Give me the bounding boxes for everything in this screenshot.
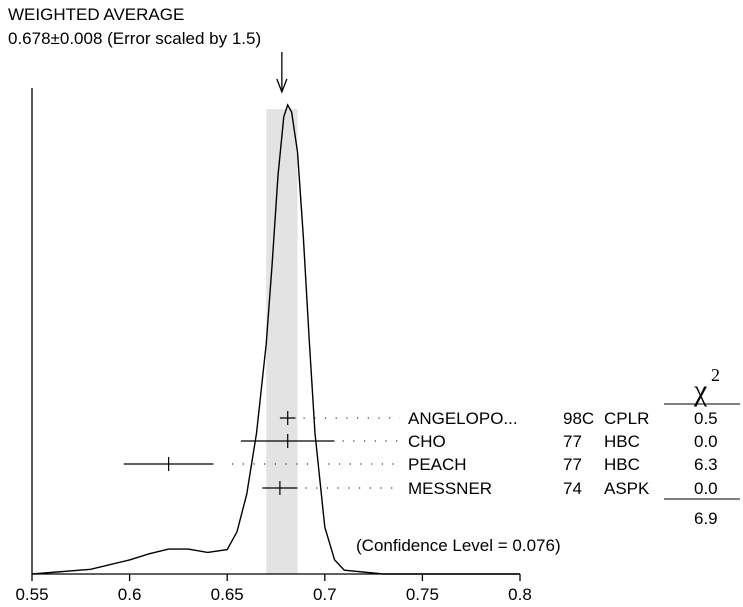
x-tick-label: 0.7 bbox=[313, 585, 337, 604]
chart-title: WEIGHTED AVERAGE bbox=[8, 5, 184, 24]
measurement-row: ANGELOPO... 98C CPLR 0.5 bbox=[279, 409, 718, 428]
measurement-chi2: 0.0 bbox=[694, 432, 718, 451]
x-tick-label: 0.6 bbox=[118, 585, 142, 604]
x-tick-label: 0.75 bbox=[406, 585, 439, 604]
measurement-row: PEACH 77 HBC 6.3 bbox=[123, 455, 718, 474]
measurement-row: CHO 77 HBC 0.0 bbox=[240, 432, 718, 451]
measurement-technique: ASPK bbox=[604, 479, 650, 498]
chi2-total: 6.9 bbox=[694, 509, 718, 528]
x-tick-label: 0.8 bbox=[508, 585, 532, 604]
weighted-average-band bbox=[266, 109, 298, 574]
confidence-level: (Confidence Level = 0.076) bbox=[356, 536, 561, 555]
x-tick-label: 0.55 bbox=[15, 585, 48, 604]
measurement-author: PEACH bbox=[408, 455, 467, 474]
measurement-author: ANGELOPO... bbox=[408, 409, 518, 428]
chi2-header-superscript: 2 bbox=[711, 365, 720, 385]
measurement-chi2: 0.5 bbox=[694, 409, 718, 428]
measurement-author: MESSNER bbox=[408, 479, 492, 498]
measurement-chi2: 6.3 bbox=[694, 455, 718, 474]
measurements: ANGELOPO... 98C CPLR 0.5 CHO 77 HBC 0.0 PEACH 77 H… bbox=[123, 409, 718, 498]
weighted-average-arrow-icon bbox=[276, 52, 288, 94]
chi2-header: χ bbox=[693, 374, 708, 407]
measurement-year: 77 bbox=[563, 455, 582, 474]
measurement-chi2: 0.0 bbox=[694, 479, 718, 498]
measurement-row: MESSNER 74 ASPK 0.0 bbox=[262, 479, 718, 498]
measurement-technique: HBC bbox=[604, 432, 640, 451]
measurement-year: 77 bbox=[563, 432, 582, 451]
measurement-technique: CPLR bbox=[604, 409, 649, 428]
measurement-technique: HBC bbox=[604, 455, 640, 474]
ideogram-curve bbox=[31, 103, 520, 575]
x-tick-label: 0.65 bbox=[211, 585, 244, 604]
measurement-author: CHO bbox=[408, 432, 446, 451]
chart-subtitle: 0.678±0.008 (Error scaled by 1.5) bbox=[8, 29, 261, 48]
measurement-year: 98C bbox=[563, 409, 594, 428]
measurement-year: 74 bbox=[563, 479, 582, 498]
x-axis-ticks: 0.55 0.6 0.65 0.7 0.75 0.8 bbox=[15, 574, 532, 604]
